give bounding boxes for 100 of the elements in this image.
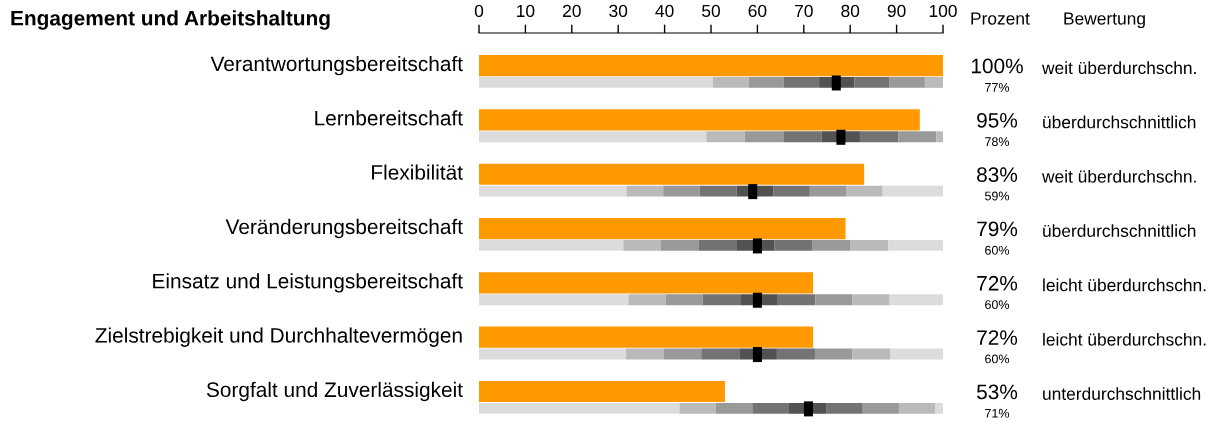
bar bbox=[479, 239, 624, 251]
x-tick-label: 40 bbox=[655, 4, 674, 18]
data-label: 53% bbox=[976, 384, 1018, 400]
x-tick-label: 70 bbox=[795, 4, 813, 18]
data-label: 77% bbox=[985, 82, 1010, 92]
y-tick-label: Zielstrebigkeit und Durchhaltevermögen bbox=[95, 327, 462, 347]
bar bbox=[479, 326, 814, 348]
bar bbox=[826, 402, 863, 414]
bar bbox=[815, 294, 853, 306]
x-tick-label: 100 bbox=[929, 4, 957, 18]
y-tick-label: Veränderungsbereitschaft bbox=[225, 218, 463, 239]
bar bbox=[898, 402, 936, 414]
bar bbox=[783, 131, 822, 143]
bar bbox=[890, 348, 943, 360]
bar bbox=[744, 131, 784, 143]
bar bbox=[812, 239, 851, 251]
data-label: 100% bbox=[971, 58, 1023, 74]
bar bbox=[479, 185, 627, 197]
bar bbox=[852, 294, 890, 306]
data-label: 60% bbox=[985, 300, 1010, 310]
bar bbox=[479, 55, 943, 77]
bar bbox=[712, 77, 749, 88]
bar bbox=[626, 348, 664, 360]
x-tick-label: 60 bbox=[748, 4, 767, 18]
bar bbox=[846, 185, 883, 197]
data-label: 83% bbox=[977, 167, 1018, 182]
bar bbox=[479, 294, 629, 306]
bar bbox=[776, 348, 815, 360]
x-tick-label: 30 bbox=[609, 4, 628, 18]
bar bbox=[626, 185, 664, 197]
y-tick-label: Flexibilität bbox=[372, 164, 463, 180]
bar bbox=[479, 272, 814, 294]
bar bbox=[479, 348, 627, 360]
x-tick-label: 10 bbox=[517, 4, 535, 18]
bar bbox=[773, 185, 810, 197]
data-label: 60% bbox=[985, 354, 1010, 364]
bar bbox=[623, 239, 661, 251]
text: unterdurchschnittlich bbox=[1043, 387, 1201, 400]
y-tick-label: Lernbereitschaft bbox=[315, 110, 463, 126]
bar bbox=[854, 77, 890, 88]
data-label: 60% bbox=[985, 245, 1010, 255]
bar bbox=[479, 163, 865, 185]
bar bbox=[889, 294, 943, 306]
bar bbox=[936, 131, 943, 143]
bar bbox=[774, 239, 813, 251]
bar bbox=[862, 402, 899, 414]
bar bbox=[663, 185, 700, 197]
bar bbox=[701, 348, 740, 360]
text: Prozent bbox=[971, 12, 1030, 25]
x-tick-label: 90 bbox=[887, 4, 906, 18]
bar bbox=[706, 131, 745, 143]
bar bbox=[479, 402, 680, 414]
data-label: 95% bbox=[977, 112, 1018, 128]
y-tick-label: Einsatz und Leistungsbereitschaft bbox=[153, 273, 463, 293]
bar bbox=[814, 348, 853, 360]
bar bbox=[479, 109, 920, 131]
x-tick-label: 20 bbox=[563, 4, 581, 18]
bar bbox=[702, 294, 741, 306]
bar bbox=[665, 294, 703, 306]
text: weit überdurchschn. bbox=[1041, 61, 1196, 75]
bar bbox=[748, 77, 784, 88]
bar bbox=[698, 239, 737, 251]
bar bbox=[783, 77, 820, 88]
bar bbox=[679, 402, 716, 414]
bar bbox=[889, 77, 925, 88]
bar bbox=[663, 348, 702, 360]
y-tick-label: Sorgfalt und Zuverlässigkeit bbox=[206, 381, 463, 402]
bar bbox=[660, 239, 699, 251]
bar bbox=[924, 77, 943, 88]
data-label: 71% bbox=[985, 408, 1010, 418]
bar bbox=[850, 239, 889, 251]
data-label: 72% bbox=[977, 330, 1018, 345]
text: Engagement und Arbeitshaltung bbox=[11, 10, 330, 30]
x-tick-label: 80 bbox=[841, 4, 860, 18]
data-label: 78% bbox=[985, 137, 1010, 147]
bar bbox=[752, 402, 789, 414]
bar bbox=[898, 131, 937, 143]
bar bbox=[852, 348, 891, 360]
bar bbox=[479, 131, 707, 143]
bar bbox=[699, 185, 737, 197]
bar bbox=[935, 402, 943, 414]
text: überdurchschnittlich bbox=[1043, 224, 1196, 238]
bar bbox=[777, 294, 816, 306]
bar bbox=[859, 131, 899, 143]
bar bbox=[809, 185, 847, 197]
bar bbox=[628, 294, 666, 306]
bar bbox=[888, 239, 943, 251]
text: überdurchschnittlich bbox=[1043, 115, 1196, 129]
text: leicht überdurchschn. bbox=[1043, 278, 1206, 292]
data-label: 79% bbox=[977, 221, 1018, 237]
bar bbox=[882, 185, 943, 197]
bar bbox=[479, 77, 713, 88]
y-tick-label: Verantwortungsbereitschaft bbox=[210, 55, 463, 76]
text: Bewertung bbox=[1064, 12, 1145, 29]
bar bbox=[479, 380, 725, 403]
x-tick-label: 50 bbox=[702, 4, 720, 18]
text: leicht überdurchschn. bbox=[1043, 332, 1206, 346]
text: weit überdurchschn. bbox=[1041, 169, 1196, 183]
bar bbox=[479, 217, 846, 240]
bar bbox=[715, 402, 753, 414]
